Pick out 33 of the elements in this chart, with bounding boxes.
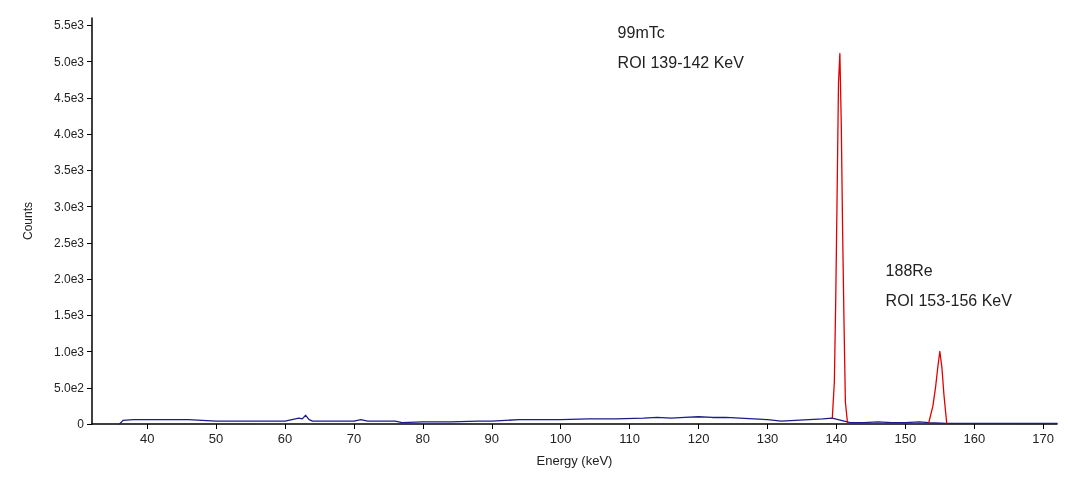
y-tick-label: 0 [77, 417, 85, 431]
annotation: 99mTc ROI 139-142 KeV [617, 23, 745, 71]
x-tick-label: 100 [549, 431, 572, 446]
y-tick-label: 4.5e3 [53, 90, 85, 105]
x-tick-label: 120 [687, 431, 710, 446]
x-tick-label: 140 [825, 431, 848, 446]
x-tick-label: 80 [415, 431, 431, 446]
x-tick-label: 150 [894, 431, 917, 446]
y-tick-label: 3.0e3 [53, 199, 85, 214]
x-tick-label: 50 [208, 431, 224, 446]
y-tick-label: 1.5e3 [53, 308, 85, 323]
y-tick-label: 2.0e3 [53, 272, 85, 286]
y-tick-label: 5.5e3 [53, 18, 85, 33]
x-tick-label: 70 [346, 431, 362, 446]
y-tick-label: 3.5e3 [53, 163, 85, 178]
y-tick-label: 5.0e3 [53, 54, 85, 69]
line-series [831, 52, 849, 424]
x-tick-label: 170 [1032, 431, 1055, 446]
annotation: 188Re ROI 153-156 KeV [885, 262, 1013, 310]
x-tick-label: 130 [756, 431, 779, 446]
x-tick-label: 90 [484, 431, 500, 446]
y-tick-label: 1.0e3 [53, 344, 85, 359]
x-tick-label: 160 [963, 431, 986, 446]
x-tick-label: 110 [619, 431, 641, 446]
x-axis-title: Energy (keV) [536, 453, 613, 468]
x-tick-label: 40 [139, 431, 155, 446]
y-tick-label: 2.5e3 [53, 235, 85, 250]
y-tick-label: 5.0e2 [53, 380, 85, 395]
y-axis-title: Counts [21, 201, 35, 241]
x-tick-label: 60 [277, 431, 293, 446]
line-series [928, 350, 948, 424]
line-series [118, 414, 1058, 425]
y-tick-label: 4.0e3 [53, 127, 85, 141]
